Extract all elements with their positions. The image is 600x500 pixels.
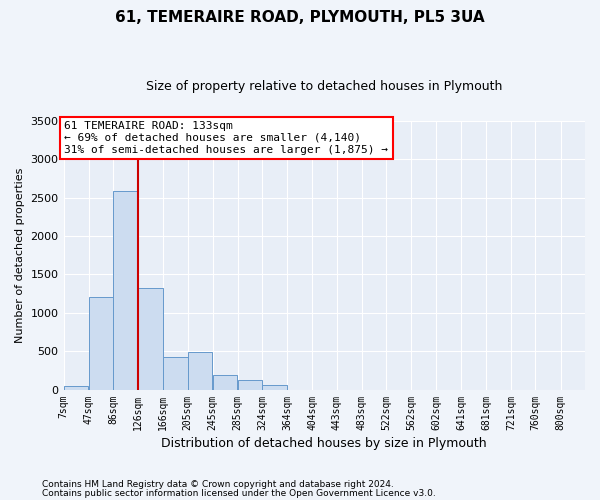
Text: Contains public sector information licensed under the Open Government Licence v3: Contains public sector information licen… bbox=[42, 488, 436, 498]
Bar bbox=[138, 288, 163, 390]
Text: 61, TEMERAIRE ROAD, PLYMOUTH, PL5 3UA: 61, TEMERAIRE ROAD, PLYMOUTH, PL5 3UA bbox=[115, 10, 485, 25]
X-axis label: Distribution of detached houses by size in Plymouth: Distribution of detached houses by size … bbox=[161, 437, 487, 450]
Bar bbox=[238, 380, 262, 390]
Bar bbox=[262, 385, 287, 390]
Bar bbox=[163, 357, 188, 390]
Bar bbox=[188, 352, 212, 390]
Text: Contains HM Land Registry data © Crown copyright and database right 2024.: Contains HM Land Registry data © Crown c… bbox=[42, 480, 394, 489]
Y-axis label: Number of detached properties: Number of detached properties bbox=[15, 168, 25, 343]
Bar bbox=[113, 192, 137, 390]
Bar bbox=[64, 386, 88, 390]
Bar bbox=[89, 297, 113, 390]
Title: Size of property relative to detached houses in Plymouth: Size of property relative to detached ho… bbox=[146, 80, 502, 93]
Bar bbox=[213, 374, 237, 390]
Text: 61 TEMERAIRE ROAD: 133sqm
← 69% of detached houses are smaller (4,140)
31% of se: 61 TEMERAIRE ROAD: 133sqm ← 69% of detac… bbox=[64, 122, 388, 154]
